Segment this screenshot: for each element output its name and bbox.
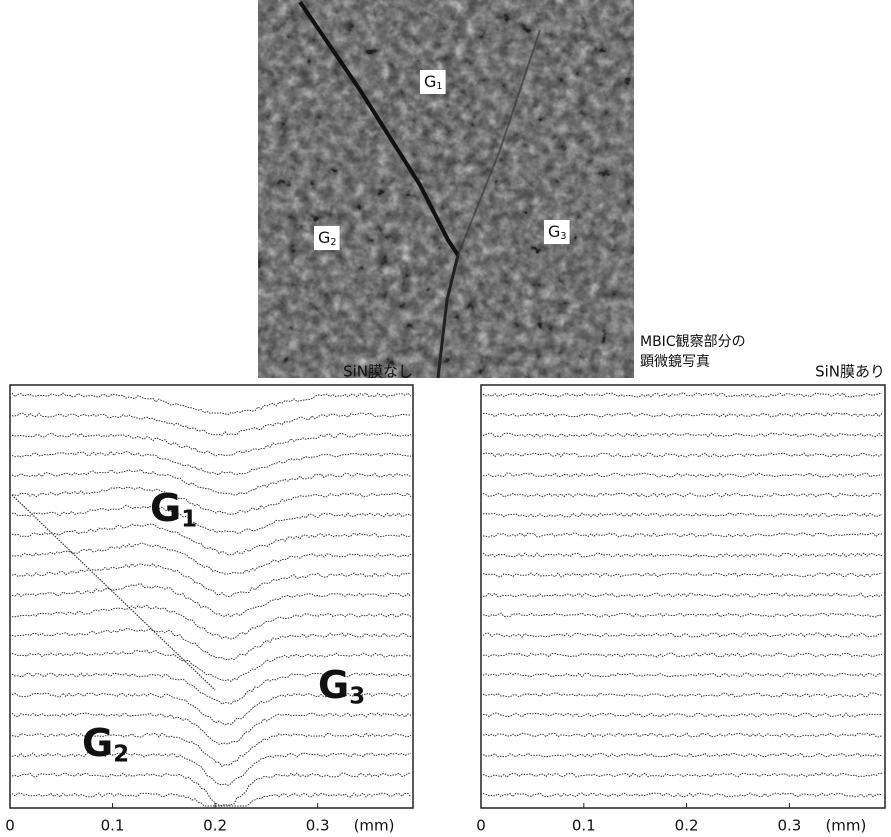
panel-title: SiN膜なし <box>343 363 413 381</box>
trace <box>483 793 882 797</box>
x-tick-label: 0.2 <box>675 817 699 835</box>
grain-sub: 3 <box>349 683 365 709</box>
x-unit: (mm) <box>825 817 866 835</box>
trace <box>12 393 411 415</box>
panel: SiN膜あり 0 0.1 0.2 0.3 (mm) <box>476 363 885 835</box>
caption: 顕微鏡写真 <box>640 354 710 370</box>
x-unit: (mm) <box>354 817 395 835</box>
plot-frame <box>10 385 413 808</box>
trace <box>12 543 411 574</box>
grain-label: G3 <box>318 663 365 710</box>
x-tick-label: 0 <box>476 817 486 835</box>
trace <box>483 713 882 717</box>
panel-title: SiN膜あり <box>815 363 885 381</box>
x-tick-label: 0.1 <box>572 817 596 835</box>
trace <box>483 453 882 457</box>
trace <box>483 733 882 737</box>
grain-letter: G <box>318 663 349 707</box>
figure: G1G2G3 MBIC観察部分の 顕微鏡写真 SiN膜なし00.10.20.3(… <box>0 0 891 837</box>
trace <box>483 533 882 537</box>
trace <box>483 513 882 517</box>
trace <box>12 793 411 806</box>
trace <box>12 629 411 660</box>
trace <box>12 733 411 766</box>
x-tick-label: 0.1 <box>101 817 125 835</box>
trace <box>12 505 411 533</box>
grain-letter: G <box>82 721 113 765</box>
trace <box>12 584 411 617</box>
trace <box>12 469 411 495</box>
trace <box>483 593 882 597</box>
grain-letter: G <box>150 486 181 530</box>
grain-sub: 3 <box>560 231 566 242</box>
grain-letter: G <box>424 72 436 91</box>
grain-letter: G <box>318 228 330 247</box>
x-tick-label: 0.2 <box>203 817 227 835</box>
trace <box>483 673 882 677</box>
trace <box>12 650 411 681</box>
grain-letter: G <box>548 222 560 241</box>
grain-sub: 2 <box>330 237 336 248</box>
trace <box>12 564 411 597</box>
grain-label: G2 <box>82 721 129 768</box>
trace <box>12 487 411 514</box>
micrograph <box>258 0 634 378</box>
x-tick-label: 0 <box>5 817 15 835</box>
trace <box>483 613 882 617</box>
grain-sub: 1 <box>436 81 442 92</box>
trace <box>483 753 882 757</box>
plot-frame <box>481 385 885 808</box>
trace <box>483 473 882 477</box>
trace <box>483 573 882 577</box>
grain-sub: 2 <box>113 741 129 767</box>
trace <box>12 413 411 435</box>
grain-sub: 1 <box>181 506 197 532</box>
trace <box>483 413 882 417</box>
trace <box>12 713 411 744</box>
trace <box>12 605 411 639</box>
trace <box>483 553 882 557</box>
x-tick-label: 0.3 <box>306 817 330 835</box>
trace <box>483 393 882 397</box>
trace <box>483 493 882 497</box>
trace <box>483 653 882 657</box>
trace <box>12 433 411 456</box>
trace <box>12 524 411 555</box>
trace <box>483 633 882 637</box>
grain-label: G1 <box>150 486 197 533</box>
trace <box>12 452 411 475</box>
trace <box>483 433 882 437</box>
caption: MBIC観察部分の <box>640 333 746 350</box>
trace <box>483 773 882 777</box>
trace <box>483 693 882 697</box>
x-tick-label: 0.3 <box>777 817 801 835</box>
